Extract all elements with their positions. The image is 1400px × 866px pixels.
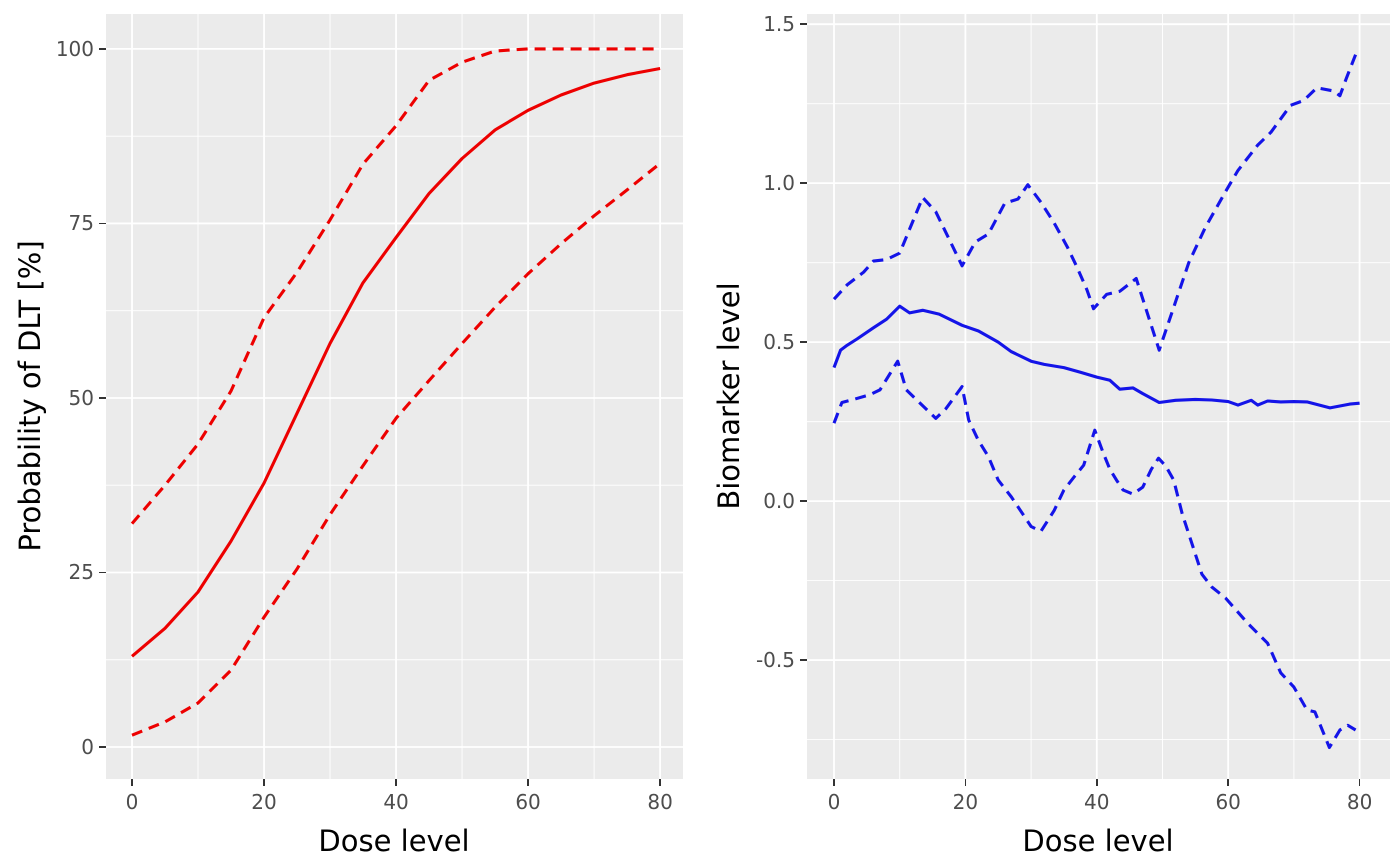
x-tick-mark xyxy=(1096,779,1098,786)
y-tick-label: 0 xyxy=(81,735,94,760)
y-tick-label: 50 xyxy=(68,385,94,410)
x-tick-mark xyxy=(833,779,835,786)
y-tick-label: 0.5 xyxy=(763,330,795,355)
y-tick-label: 1.0 xyxy=(763,171,795,196)
y-tick-label: 100 xyxy=(55,36,94,61)
y-tick-label: 1.5 xyxy=(763,12,795,37)
y-tick-mark xyxy=(800,500,807,502)
x-tick-label: 40 xyxy=(383,790,409,814)
x-tick-label: 0 xyxy=(125,790,139,814)
biomarker-upper-credible-band-line xyxy=(832,52,1358,352)
x-tick-mark xyxy=(1358,779,1361,786)
y-tick-label: 75 xyxy=(68,211,94,236)
biomarker-estimate-line xyxy=(832,304,1360,410)
dlt-probability-plot-area xyxy=(106,14,683,779)
y-tick-label: -0.5 xyxy=(755,648,795,673)
x-tick-mark xyxy=(527,779,529,786)
x-tick-label: 40 xyxy=(1084,790,1110,814)
x-tick-mark xyxy=(659,779,661,786)
x-tick-mark xyxy=(395,779,397,786)
dlt-upper-credible-band-line xyxy=(130,47,661,525)
biomarker-y-axis-title: Biomarker level xyxy=(712,282,746,510)
x-tick-label: 20 xyxy=(251,790,277,814)
dlt-y-axis-title: Probability of DLT [%] xyxy=(13,240,47,552)
y-tick-mark xyxy=(99,222,106,225)
biomarker-plot-area xyxy=(807,14,1390,779)
x-tick-label: 60 xyxy=(1215,790,1241,814)
y-tick-label: 25 xyxy=(68,560,94,585)
y-tick-mark xyxy=(800,659,807,661)
y-tick-mark xyxy=(800,23,807,25)
panel-background xyxy=(106,14,683,779)
x-tick-label: 20 xyxy=(952,790,979,814)
panel-background xyxy=(807,14,1390,779)
y-tick-mark xyxy=(99,746,106,748)
y-tick-label: 0.0 xyxy=(763,489,795,514)
x-tick-label: 0 xyxy=(827,790,841,814)
x-tick-mark xyxy=(964,779,967,786)
y-tick-mark xyxy=(800,341,807,343)
x-tick-mark xyxy=(1227,779,1229,786)
biomarker-x-axis-title: Dose level xyxy=(1022,824,1174,858)
x-tick-mark xyxy=(263,779,265,786)
dlt-lower-credible-band-line xyxy=(131,162,662,737)
y-tick-mark xyxy=(99,48,106,50)
x-tick-label: 80 xyxy=(1346,790,1373,814)
y-tick-mark xyxy=(800,182,807,184)
y-tick-mark xyxy=(99,571,106,574)
x-tick-label: 80 xyxy=(647,790,673,814)
dlt-x-axis-title: Dose level xyxy=(318,824,470,858)
x-tick-label: 60 xyxy=(515,790,541,814)
biomarker-lower-credible-band-line xyxy=(832,359,1357,750)
x-tick-mark xyxy=(131,779,133,786)
dlt-probability-estimate-line xyxy=(130,66,661,658)
y-tick-mark xyxy=(99,397,106,399)
